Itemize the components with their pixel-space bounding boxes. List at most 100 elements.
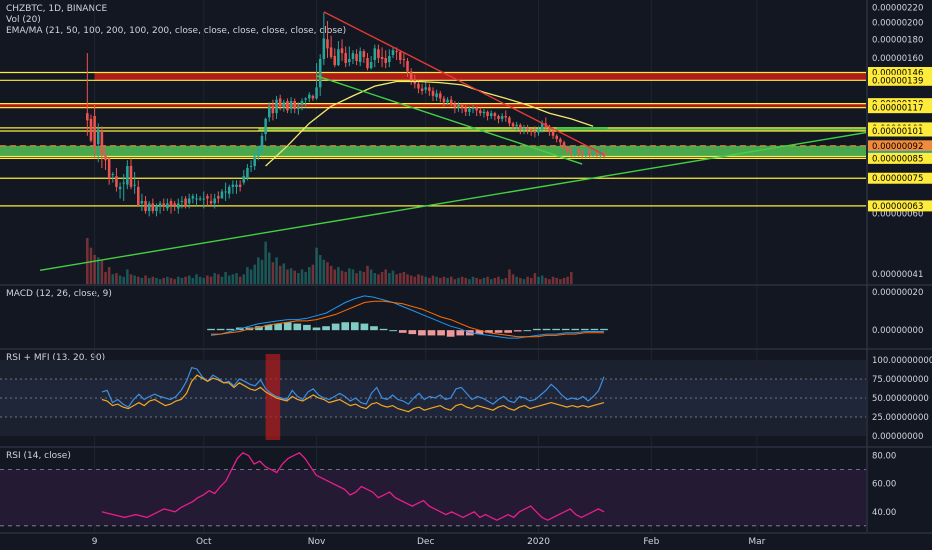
macd-histogram-bar <box>398 330 407 333</box>
candle-body <box>348 58 351 62</box>
candle-body <box>166 203 169 209</box>
volume-bar <box>464 277 468 284</box>
rsi-pane[interactable] <box>0 452 866 527</box>
candle-body <box>435 93 438 98</box>
volume-bar <box>504 277 508 284</box>
candle-body <box>577 149 580 153</box>
macd-histogram-bar <box>475 330 484 335</box>
red-zone <box>94 72 866 81</box>
candle-body <box>504 116 508 118</box>
candle-body <box>398 52 402 60</box>
volume-bar <box>449 276 453 284</box>
macd-histogram-bar <box>226 328 235 331</box>
candle-body <box>497 116 500 119</box>
volume-bar <box>136 276 140 284</box>
price-level-tag <box>868 152 932 164</box>
green-zone <box>258 127 866 131</box>
candle-body <box>511 123 515 127</box>
volume-bar <box>355 273 358 284</box>
volume-bar <box>162 277 166 284</box>
volume-bar <box>326 262 329 284</box>
volume-bar <box>380 271 384 284</box>
volume-bar <box>100 259 104 284</box>
volume-bar <box>187 275 191 284</box>
macd-tick-label: 0.00000020 <box>872 288 923 298</box>
price-level-tag <box>868 102 932 114</box>
candle-body <box>311 95 315 99</box>
price-pane[interactable] <box>0 0 932 534</box>
macd-histogram-bar <box>207 328 215 331</box>
volume-bar <box>315 247 318 284</box>
volume-bar <box>428 277 431 284</box>
candle-body <box>380 56 384 59</box>
candle-body <box>529 129 533 131</box>
candle-body <box>362 51 366 57</box>
macd-histogram-bar <box>590 328 599 331</box>
candle-body <box>187 198 191 204</box>
volume-bar <box>173 279 176 284</box>
volume-bar <box>533 273 537 284</box>
rsi-mfi-pane[interactable] <box>0 354 866 440</box>
volume-bar <box>104 271 107 284</box>
candle-body <box>249 166 253 168</box>
rsi-mfi-tick-label: 75.00000000 <box>872 375 929 385</box>
price-tick-label: 0.00000041 <box>872 270 923 280</box>
candle-body <box>460 104 464 108</box>
volume-bar <box>537 276 540 284</box>
candle-body <box>126 166 129 185</box>
candle-body <box>326 39 329 49</box>
time-axis[interactable]: 9 Oct Nov Dec 2020 Feb Mar <box>92 537 766 547</box>
candle-body <box>322 38 326 59</box>
candle-body <box>431 90 435 96</box>
volume-bar <box>435 276 438 284</box>
price-level-tag <box>868 200 932 212</box>
candle-body <box>384 57 387 64</box>
candle-body <box>515 124 518 127</box>
volume-bar <box>384 269 387 284</box>
macd-histogram-bar <box>581 328 589 331</box>
volume-bar <box>227 275 231 284</box>
volume-bar <box>209 276 213 284</box>
candle-body <box>566 147 569 152</box>
volume-bar <box>191 277 195 284</box>
macd-histogram-bar <box>370 326 378 331</box>
volume-bar <box>529 277 533 284</box>
candle-body <box>318 58 322 88</box>
candle-body <box>453 103 457 108</box>
ma-legend-line: EMA/MA (21, 50, 100, 200, 100, 200, clos… <box>6 26 347 36</box>
candle-body <box>202 198 206 200</box>
macd-histogram-bar <box>389 330 397 332</box>
price-level-tag-label: 0.00000092 <box>872 142 923 152</box>
candle-body <box>93 116 96 148</box>
volume-bar <box>246 267 249 284</box>
volume-bar <box>395 274 398 284</box>
volume-bar <box>486 276 489 284</box>
macd-pane[interactable] <box>207 295 608 339</box>
mfi-line <box>101 374 605 413</box>
macd-histogram-bar <box>274 323 282 331</box>
volume-bar <box>275 257 278 284</box>
volume-bar <box>318 254 322 284</box>
candle-body <box>289 101 293 110</box>
volume-bar <box>366 265 369 284</box>
macd-histogram-bar <box>561 328 570 331</box>
candle-body <box>366 57 369 69</box>
price-axis[interactable]: 0.000000410.000000600.000000850.00000103… <box>868 3 932 518</box>
volume-line: Vol (20) <box>6 15 41 25</box>
rsi-line <box>101 366 605 408</box>
candle-body <box>486 111 489 117</box>
volume-bar <box>111 274 115 284</box>
volume-bar <box>122 276 125 284</box>
candle-body <box>147 203 151 212</box>
volume-bar <box>231 274 235 284</box>
candle-body <box>209 200 213 204</box>
rsi-mfi-tick-label: 100.00000000 <box>872 356 932 366</box>
volume-bar <box>508 269 511 284</box>
candle-body <box>162 203 166 206</box>
price-level-tag <box>868 125 932 137</box>
volume-bar <box>446 277 449 284</box>
candle-body <box>264 118 267 135</box>
candle-body <box>355 54 358 61</box>
volume-bar <box>348 268 351 284</box>
